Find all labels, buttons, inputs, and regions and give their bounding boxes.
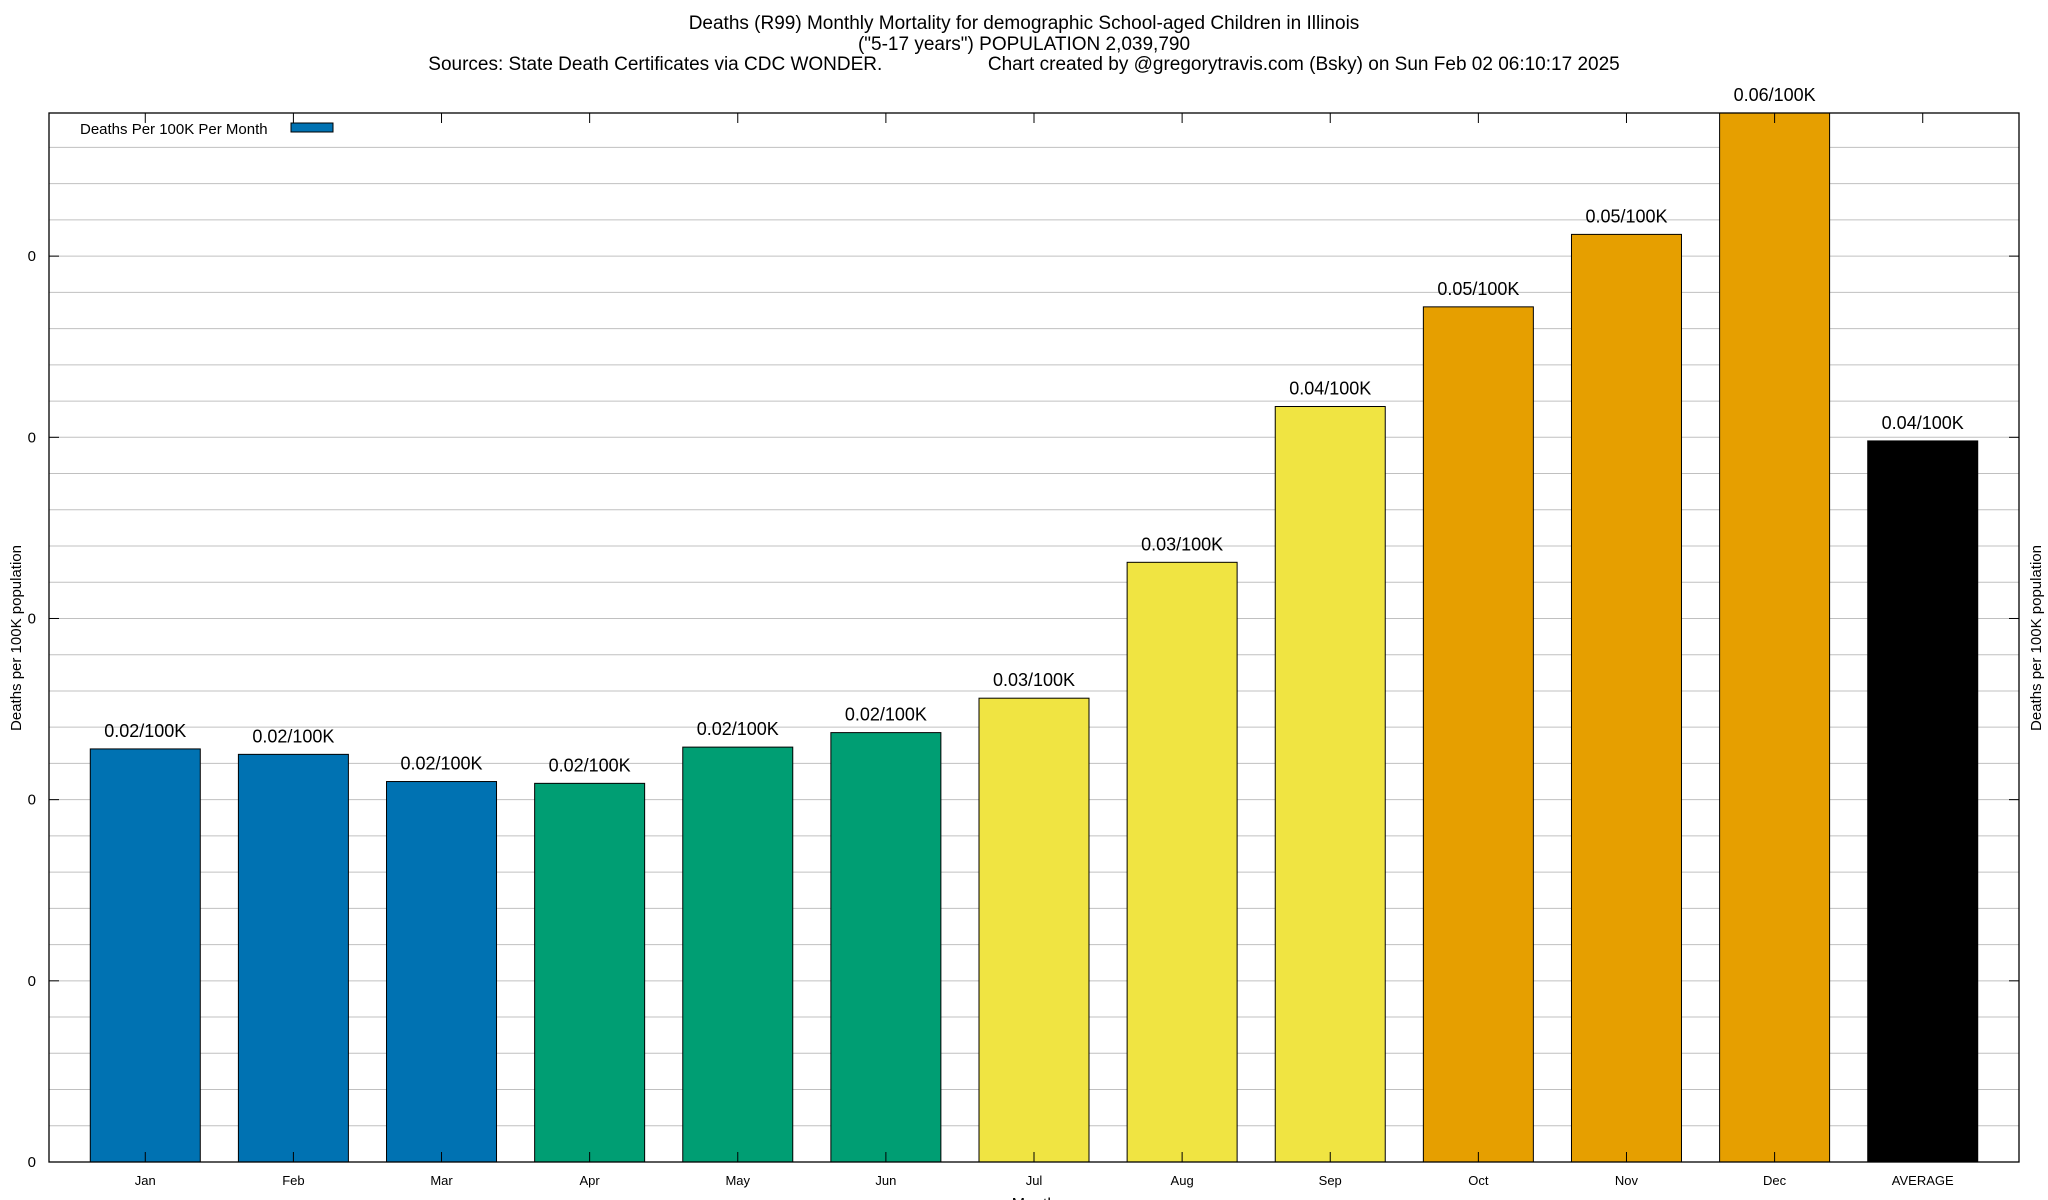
data-label: 0.02/100K xyxy=(252,726,334,746)
y-tick-label: 0 xyxy=(28,429,36,446)
bars: 0.02/100K 0.02/100K 0.02/100K 0.02/100K 0.02… xyxy=(89,85,1979,1163)
x-tick-label: Dec xyxy=(1763,1173,1787,1188)
y-axis-label-right: Deaths per 100K population xyxy=(2028,545,2045,731)
chart-title-block: Deaths (R99) Monthly Mortality for demog… xyxy=(0,13,2048,76)
x-tick-label: Nov xyxy=(1615,1173,1639,1188)
data-label: 0.02/100K xyxy=(845,705,927,725)
gridlines xyxy=(49,146,2019,1127)
y-axis-ticks: 0 0 0 0 0 0 xyxy=(28,248,2019,1171)
x-tick-label: Mar xyxy=(430,1173,453,1188)
bar-feb xyxy=(237,753,349,1163)
chart-subtitle: ("5-17 years") POPULATION 2,039,790 xyxy=(857,33,1191,55)
credit-text: Chart created by @gregorytravis.com (Bsk… xyxy=(987,54,1620,75)
x-tick-label: Feb xyxy=(282,1173,304,1188)
y-tick-label: 0 xyxy=(28,1154,36,1171)
data-label: 0.05/100K xyxy=(1585,206,1667,226)
bar-apr xyxy=(534,782,646,1163)
bar-nov xyxy=(1570,233,1682,1163)
x-axis-ticks: Jan Feb Mar Apr May Jun Jul Aug Sep Oct Nov Dec AVER… xyxy=(135,113,1954,1188)
data-label: 0.04/100K xyxy=(1882,413,1964,433)
bar-oct xyxy=(1422,306,1534,1163)
bar-may xyxy=(682,746,794,1163)
chart-sources-line: Sources: State Death Certificates via CD… xyxy=(0,54,2048,76)
bar-aug xyxy=(1126,561,1238,1163)
y-tick-label: 0 xyxy=(28,610,36,627)
data-label: 0.03/100K xyxy=(993,670,1075,690)
y-tick-label: 0 xyxy=(28,248,36,265)
bar-jun xyxy=(830,732,942,1163)
legend-label: Deaths Per 100K Per Month xyxy=(80,121,268,138)
y-tick-label: 0 xyxy=(28,792,36,809)
bar-mar xyxy=(386,781,498,1163)
sources-text: Sources: State Death Certificates via CD… xyxy=(428,54,883,75)
x-tick-label: Apr xyxy=(580,1173,601,1188)
legend: Deaths Per 100K Per Month xyxy=(80,121,334,138)
data-label: 0.04/100K xyxy=(1289,379,1371,399)
data-label: 0.02/100K xyxy=(104,721,186,741)
data-label: 0.06/100K xyxy=(1734,85,1816,105)
data-label: 0.02/100K xyxy=(400,754,482,774)
x-tick-label: Sep xyxy=(1319,1173,1342,1188)
plot-frame xyxy=(48,112,2020,1163)
x-tick-label: Jun xyxy=(875,1173,896,1188)
data-label: 0.02/100K xyxy=(549,755,631,775)
bar-jan xyxy=(89,748,201,1163)
x-axis-label: Month xyxy=(1012,1196,1056,1200)
y-tick-label: 0 xyxy=(28,973,36,990)
bar-average xyxy=(1867,440,1979,1163)
x-tick-label: Oct xyxy=(1468,1173,1489,1188)
data-label: 0.03/100K xyxy=(1141,534,1223,554)
chart-title: Deaths (R99) Monthly Mortality for demog… xyxy=(688,13,1360,34)
x-tick-label: Aug xyxy=(1171,1173,1194,1188)
data-label: 0.02/100K xyxy=(697,719,779,739)
x-tick-label: May xyxy=(725,1173,750,1188)
x-tick-label: Jan xyxy=(135,1173,156,1188)
data-label: 0.05/100K xyxy=(1437,279,1519,299)
bar-sep xyxy=(1274,406,1386,1163)
legend-swatch xyxy=(290,122,334,133)
bar-dec xyxy=(1719,112,1831,1163)
y-axis-label-left: Deaths per 100K population xyxy=(8,545,25,731)
x-tick-label: Jul xyxy=(1026,1173,1043,1188)
bar-jul xyxy=(978,697,1090,1163)
x-tick-label: AVERAGE xyxy=(1892,1173,1954,1188)
